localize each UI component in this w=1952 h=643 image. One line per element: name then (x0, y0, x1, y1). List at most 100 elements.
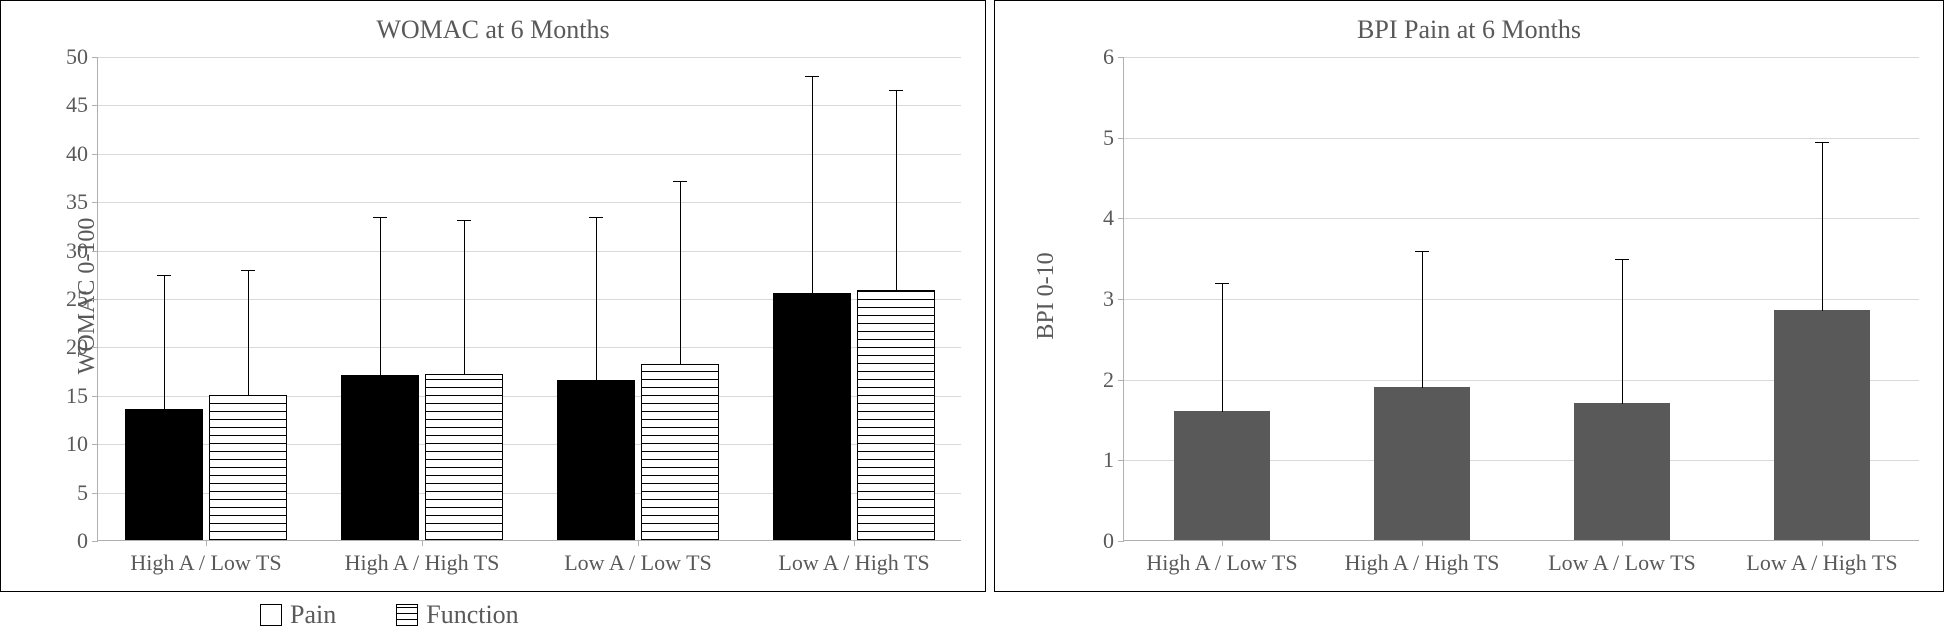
ytick-mark (1118, 460, 1124, 461)
ytick-label: 6 (1064, 44, 1114, 70)
xtick-mark (1222, 540, 1223, 546)
ytick-mark (92, 251, 98, 252)
bar (1374, 387, 1470, 540)
ytick-label: 2 (1064, 367, 1114, 393)
ytick-label: 5 (38, 480, 88, 506)
bar (209, 395, 287, 540)
bpi-ylabel: BPI 0-10 (1033, 252, 1060, 339)
xtick-label: Low A / High TS (1746, 550, 1897, 576)
ytick-mark (92, 444, 98, 445)
ytick-label: 3 (1064, 286, 1114, 312)
ytick-label: 25 (38, 286, 88, 312)
xtick-label: Low A / High TS (778, 550, 929, 576)
bpi-panel: BPI Pain at 6 Months BPI 0-10 0123456Hig… (994, 0, 1944, 592)
ytick-mark (92, 105, 98, 106)
bar (1174, 411, 1270, 540)
xtick-mark (1422, 540, 1423, 546)
ytick-mark (92, 202, 98, 203)
ytick-mark (92, 57, 98, 58)
error-cap (673, 181, 687, 182)
error-cap (1215, 283, 1229, 284)
xtick-mark (422, 540, 423, 546)
ytick-mark (1118, 299, 1124, 300)
grid-line (98, 251, 961, 252)
error-cap (805, 76, 819, 77)
xtick-label: Low A / Low TS (564, 550, 712, 576)
ytick-mark (1118, 380, 1124, 381)
error-cap (457, 220, 471, 221)
legend-swatch-function (396, 604, 418, 626)
legend-item-function: Function (396, 600, 518, 630)
grid-line (1124, 218, 1919, 219)
error-bar (1222, 283, 1223, 412)
error-cap (1615, 259, 1629, 260)
xtick-mark (1822, 540, 1823, 546)
error-cap (589, 217, 603, 218)
bar (1774, 310, 1870, 540)
legend-label-function: Function (426, 600, 518, 630)
xtick-mark (854, 540, 855, 546)
error-cap (889, 90, 903, 91)
legend-item-pain: Pain (260, 600, 336, 630)
error-bar (248, 270, 249, 396)
grid-line (98, 105, 961, 106)
womac-panel: WOMAC at 6 Months WOMAC 0-100 0510152025… (0, 0, 986, 592)
ytick-label: 20 (38, 334, 88, 360)
ytick-mark (92, 347, 98, 348)
legend: Pain Function (0, 592, 1952, 630)
xtick-label: High A / High TS (345, 550, 500, 576)
error-bar (896, 90, 897, 291)
ytick-label: 40 (38, 141, 88, 167)
ytick-mark (1118, 57, 1124, 58)
ytick-label: 0 (38, 528, 88, 554)
womac-plot: 05101520253035404550High A / Low TSHigh … (97, 57, 961, 541)
womac-title: WOMAC at 6 Months (1, 15, 985, 45)
grid-line (98, 154, 961, 155)
grid-line (98, 202, 961, 203)
error-cap (1815, 142, 1829, 143)
xtick-label: High A / Low TS (1146, 550, 1297, 576)
panels-row: WOMAC at 6 Months WOMAC 0-100 0510152025… (0, 0, 1952, 592)
xtick-label: Low A / Low TS (1548, 550, 1696, 576)
ytick-label: 4 (1064, 205, 1114, 231)
xtick-label: High A / Low TS (130, 550, 281, 576)
bar (857, 290, 935, 540)
bar (1574, 403, 1670, 540)
ytick-mark (92, 299, 98, 300)
grid-line (1124, 138, 1919, 139)
error-cap (373, 217, 387, 218)
ytick-mark (92, 154, 98, 155)
ytick-label: 1 (1064, 447, 1114, 473)
xtick-mark (1622, 540, 1623, 546)
error-cap (1415, 251, 1429, 252)
grid-line (1124, 299, 1919, 300)
bar (773, 293, 851, 540)
ytick-label: 15 (38, 383, 88, 409)
error-bar (164, 275, 165, 411)
ytick-label: 0 (1064, 528, 1114, 554)
error-bar (680, 181, 681, 365)
error-bar (464, 220, 465, 375)
ytick-mark (1118, 218, 1124, 219)
ytick-label: 30 (38, 238, 88, 264)
error-bar (1822, 142, 1823, 311)
bar (341, 375, 419, 540)
figure-container: WOMAC at 6 Months WOMAC 0-100 0510152025… (0, 0, 1952, 643)
error-cap (157, 275, 171, 276)
bar (557, 380, 635, 540)
legend-label-pain: Pain (290, 600, 336, 630)
error-bar (380, 217, 381, 377)
ytick-mark (92, 493, 98, 494)
ytick-label: 10 (38, 431, 88, 457)
ytick-label: 35 (38, 189, 88, 215)
ytick-mark (92, 396, 98, 397)
error-bar (1622, 259, 1623, 404)
bpi-plot: 0123456High A / Low TSHigh A / High TSLo… (1123, 57, 1919, 541)
ytick-label: 5 (1064, 125, 1114, 151)
error-bar (596, 217, 597, 382)
ytick-label: 50 (38, 44, 88, 70)
error-bar (812, 76, 813, 294)
xtick-mark (638, 540, 639, 546)
grid-line (98, 57, 961, 58)
bpi-title: BPI Pain at 6 Months (995, 15, 1943, 45)
